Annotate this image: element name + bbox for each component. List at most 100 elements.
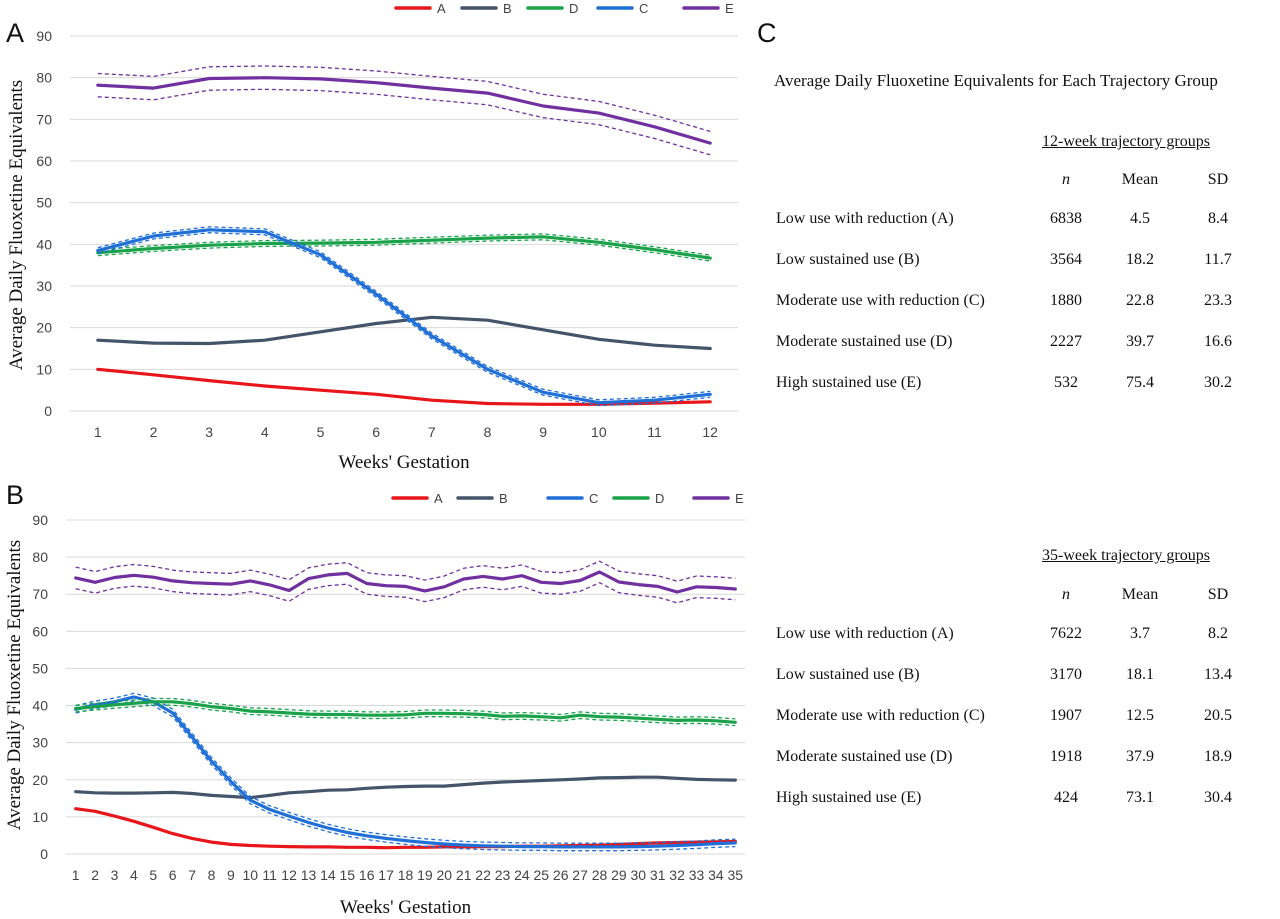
y-tick-label: 10 <box>36 361 52 377</box>
series-d-upper-ci <box>97 233 711 256</box>
col-header-sd: SD <box>1207 171 1229 188</box>
cell-n: 3564 <box>1050 251 1082 268</box>
cell-n: 7622 <box>1050 625 1082 642</box>
series-e-line <box>96 76 712 145</box>
cell-n: 1918 <box>1050 748 1082 765</box>
series-c-upper-ci <box>97 226 711 401</box>
x-tick-label: 19 <box>417 867 433 883</box>
cell-mean: 12.5 <box>1126 707 1154 724</box>
legend-label-e: E <box>735 491 744 506</box>
y-tick-label: 30 <box>32 735 48 751</box>
y-tick-label: 90 <box>36 28 52 44</box>
row-label: Low sustained use (B) <box>776 251 920 268</box>
legend-label-a: A <box>437 1 446 16</box>
series-d-line <box>74 700 737 724</box>
series-d-lower-ci <box>75 704 736 727</box>
cell-n: 2227 <box>1050 333 1082 350</box>
x-tick-label: 15 <box>340 867 356 883</box>
series-d-line <box>96 235 712 260</box>
cell-n: 1907 <box>1050 707 1082 724</box>
x-tick-label: 17 <box>378 867 394 883</box>
cell-n: 424 <box>1054 789 1078 806</box>
x-tick-label: 1 <box>94 424 102 440</box>
y-tick-label: 70 <box>36 111 52 127</box>
cell-sd: 11.7 <box>1204 251 1232 268</box>
row-label: High sustained use (E) <box>776 789 922 806</box>
x-tick-label: 23 <box>495 867 511 883</box>
legend-label-c: C <box>639 1 648 16</box>
legend-label-d: D <box>569 1 578 16</box>
y-tick-label: 70 <box>32 586 48 602</box>
cell-n: 1880 <box>1050 292 1082 309</box>
y-tick-label: 60 <box>36 153 52 169</box>
x-tick-label: 33 <box>689 867 705 883</box>
cell-sd: 8.4 <box>1208 210 1228 227</box>
series-e-line <box>74 570 737 594</box>
col-header-sd: SD <box>1207 586 1229 603</box>
cell-mean: 18.2 <box>1126 251 1154 268</box>
x-tick-label: 30 <box>631 867 647 883</box>
col-header-n: n <box>1062 171 1070 188</box>
x-tick-label: 11 <box>262 867 277 883</box>
x-tick-label: 25 <box>534 867 550 883</box>
x-tick-label: 10 <box>243 867 259 883</box>
legend-label-b: B <box>499 491 508 506</box>
y-tick-label: 50 <box>36 195 52 211</box>
x-tick-label: 7 <box>428 424 436 440</box>
row-label: Moderate sustained use (D) <box>776 333 953 350</box>
table-title: Average Daily Fluoxetine Equivalents for… <box>774 71 1218 90</box>
cell-sd: 30.4 <box>1204 789 1232 806</box>
legend-label-c: C <box>589 491 598 506</box>
x-axis-title: Weeks' Gestation <box>338 452 470 473</box>
x-tick-label: 2 <box>150 424 158 440</box>
legend-label-e: E <box>725 1 734 16</box>
y-tick-label: 40 <box>32 698 48 714</box>
series-d-lower-ci <box>97 239 711 262</box>
row-label: Moderate use with reduction (C) <box>776 292 985 309</box>
col-header-mean: Mean <box>1121 171 1159 188</box>
cell-n: 3170 <box>1050 666 1082 683</box>
y-tick-label: 40 <box>36 236 52 252</box>
x-tick-label: 10 <box>591 424 607 440</box>
x-tick-label: 8 <box>484 424 492 440</box>
x-tick-label: 21 <box>456 867 472 883</box>
cell-sd: 23.3 <box>1204 292 1232 309</box>
series-c-lower-ci <box>97 232 711 407</box>
x-tick-label: 14 <box>320 867 336 883</box>
x-tick-label: 9 <box>227 867 235 883</box>
series-e-lower-ci <box>75 581 736 604</box>
legend-label-d: D <box>655 491 664 506</box>
y-tick-label: 50 <box>32 660 48 676</box>
panel-label-c: C <box>757 18 777 48</box>
x-tick-label: 35 <box>728 867 744 883</box>
x-tick-label: 3 <box>111 867 119 883</box>
series-e-upper-ci <box>97 65 711 133</box>
x-tick-label: 16 <box>359 867 375 883</box>
series-c-upper-ci <box>75 692 736 844</box>
legend-label-b: B <box>503 1 512 16</box>
x-tick-label: 5 <box>317 424 325 440</box>
y-tick-label: 80 <box>36 70 52 86</box>
x-tick-label: 6 <box>372 424 380 440</box>
panel-label-a: A <box>6 18 25 48</box>
col-header-n: n <box>1062 586 1070 603</box>
cell-mean: 73.1 <box>1126 789 1154 806</box>
y-tick-label: 10 <box>32 809 48 825</box>
x-tick-label: 26 <box>553 867 569 883</box>
x-tick-label: 28 <box>592 867 608 883</box>
x-axis-title: Weeks' Gestation <box>340 897 472 918</box>
series-c-line <box>96 228 712 405</box>
series-e-upper-ci <box>75 560 736 582</box>
row-label: Moderate use with reduction (C) <box>776 707 985 724</box>
y-tick-label: 60 <box>32 623 48 639</box>
y-tick-label: 20 <box>32 772 48 788</box>
cell-n: 532 <box>1054 374 1078 391</box>
x-tick-label: 34 <box>708 867 724 883</box>
legend-label-a: A <box>434 491 443 506</box>
x-tick-label: 27 <box>572 867 588 883</box>
row-label: Low use with reduction (A) <box>776 625 954 642</box>
series-d-upper-ci <box>75 697 736 720</box>
y-axis-title: Average Daily Fluoxetine Equivalents <box>4 540 25 830</box>
cell-mean: 37.9 <box>1126 748 1154 765</box>
col-header-mean: Mean <box>1121 586 1159 603</box>
